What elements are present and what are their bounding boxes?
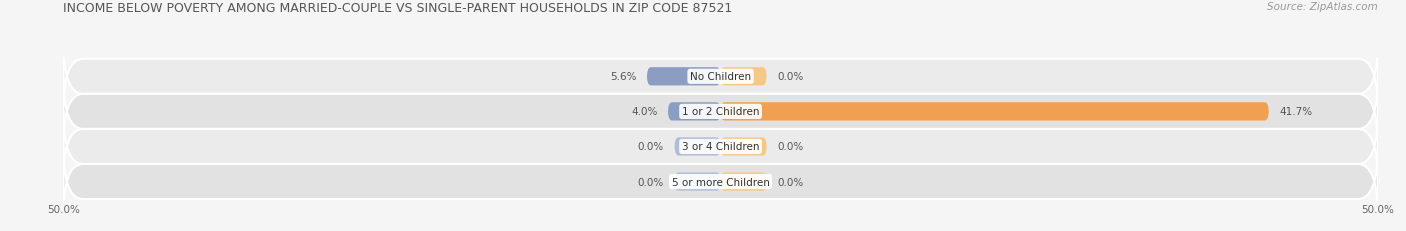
Text: Source: ZipAtlas.com: Source: ZipAtlas.com	[1267, 2, 1378, 12]
FancyBboxPatch shape	[63, 77, 1378, 147]
FancyBboxPatch shape	[721, 173, 766, 191]
FancyBboxPatch shape	[63, 42, 1378, 112]
Text: 0.0%: 0.0%	[778, 142, 803, 152]
Text: INCOME BELOW POVERTY AMONG MARRIED-COUPLE VS SINGLE-PARENT HOUSEHOLDS IN ZIP COD: INCOME BELOW POVERTY AMONG MARRIED-COUPL…	[63, 2, 733, 15]
Text: 4.0%: 4.0%	[631, 107, 658, 117]
FancyBboxPatch shape	[675, 138, 721, 156]
Text: No Children: No Children	[690, 72, 751, 82]
Text: 5 or more Children: 5 or more Children	[672, 177, 769, 187]
Text: 1 or 2 Children: 1 or 2 Children	[682, 107, 759, 117]
FancyBboxPatch shape	[647, 68, 721, 86]
Text: 0.0%: 0.0%	[638, 142, 664, 152]
FancyBboxPatch shape	[721, 103, 1268, 121]
FancyBboxPatch shape	[721, 68, 766, 86]
Text: 3 or 4 Children: 3 or 4 Children	[682, 142, 759, 152]
Text: 5.6%: 5.6%	[610, 72, 637, 82]
Text: 0.0%: 0.0%	[638, 177, 664, 187]
Text: 0.0%: 0.0%	[778, 177, 803, 187]
FancyBboxPatch shape	[721, 138, 766, 156]
FancyBboxPatch shape	[63, 112, 1378, 182]
FancyBboxPatch shape	[668, 103, 721, 121]
Text: 41.7%: 41.7%	[1279, 107, 1312, 117]
Text: 0.0%: 0.0%	[778, 72, 803, 82]
FancyBboxPatch shape	[675, 173, 721, 191]
FancyBboxPatch shape	[63, 147, 1378, 217]
